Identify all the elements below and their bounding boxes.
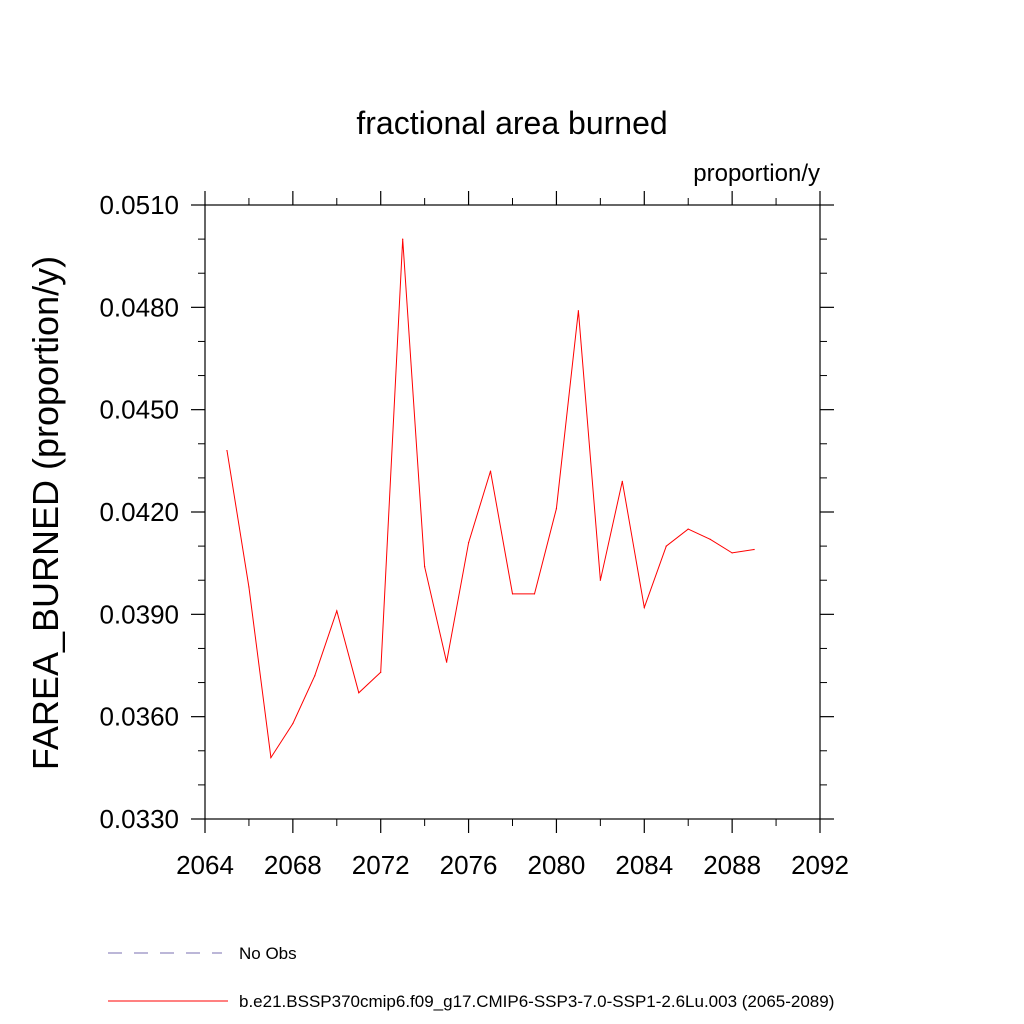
x-tick-label: 2068: [264, 850, 322, 880]
y-axis-label: FAREA_BURNED (proportion/y): [25, 256, 66, 770]
data-point: [467, 542, 470, 544]
data-point: [446, 661, 448, 663]
y-tick-label: 0.0510: [99, 190, 179, 220]
data-point: [599, 579, 601, 581]
data-point: [402, 238, 404, 240]
y-tick-label: 0.0450: [99, 395, 179, 425]
data-point: [358, 692, 360, 694]
data-point: [621, 480, 623, 482]
data-point: [424, 565, 426, 568]
data-point: [270, 757, 272, 759]
x-axis-ticks: 2064 2068 2072 2076 2080 2084 2088 2092: [176, 191, 849, 880]
data-point: [665, 545, 667, 547]
data-point: [533, 593, 536, 595]
x-tick-label: 2064: [176, 850, 234, 880]
data-point: [643, 606, 645, 609]
data-point: [336, 610, 338, 612]
x-tick-label: 2076: [440, 850, 498, 880]
data-point: [226, 450, 228, 452]
data-point: [248, 586, 250, 588]
data-point: [709, 538, 711, 540]
series-line: [226, 239, 755, 760]
data-point: [687, 528, 689, 530]
data-point: [555, 507, 558, 510]
data-point: [292, 722, 294, 725]
chart-title: fractional area burned: [356, 105, 667, 141]
x-tick-label: 2080: [528, 850, 586, 880]
legend: No Obs b.e21.BSSP370cmip6.f09_g17.CMIP6-…: [108, 944, 834, 1011]
x-tick-label: 2092: [791, 850, 849, 880]
legend-item-model-run: b.e21.BSSP370cmip6.f09_g17.CMIP6-SSP3-7.…: [108, 992, 834, 1011]
data-point: [753, 548, 755, 551]
series-layer: [226, 238, 755, 760]
x-tick-label: 2072: [352, 850, 410, 880]
data-point: [577, 310, 579, 312]
plot-frame: [204, 204, 821, 820]
y-axis-ticks: 0.0330 0.0360 0.0390 0.0420 0.0450 0.0480 0.05…: [99, 190, 834, 834]
x-tick-label: 2088: [703, 850, 761, 880]
data-point: [380, 671, 382, 673]
data-point: [489, 470, 492, 472]
legend-item-no-obs: No Obs: [108, 944, 297, 963]
y-tick-label: 0.0360: [99, 702, 179, 732]
y-tick-label: 0.0390: [99, 599, 179, 629]
data-point: [314, 675, 316, 677]
y-tick-label: 0.0480: [99, 292, 179, 322]
x-tick-label: 2084: [615, 850, 673, 880]
legend-label-model-run: b.e21.BSSP370cmip6.f09_g17.CMIP6-SSP3-7.…: [239, 992, 834, 1011]
units-label: proportion/y: [693, 160, 820, 187]
y-tick-label: 0.0420: [99, 497, 179, 527]
data-point: [511, 593, 514, 595]
legend-label-no-obs: No Obs: [239, 944, 297, 963]
y-tick-label: 0.0330: [99, 804, 179, 834]
data-point: [731, 552, 733, 554]
